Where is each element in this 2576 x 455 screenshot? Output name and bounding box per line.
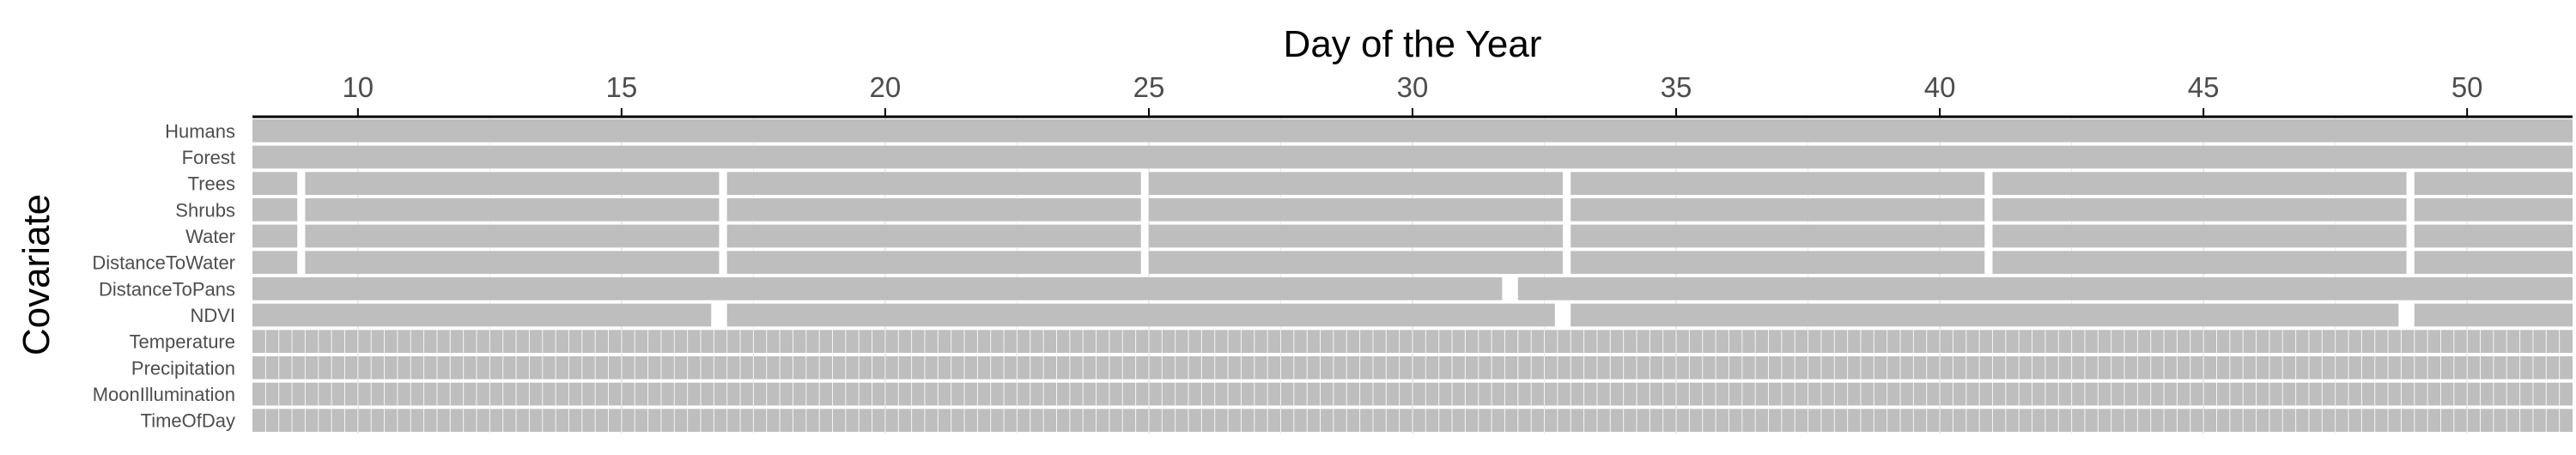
y-axis-title: Covariate — [15, 194, 58, 355]
x-tick-label: 15 — [606, 71, 638, 103]
tile-NDVI — [726, 303, 1555, 327]
tile-DistanceToWater — [2414, 251, 2573, 274]
x-tick-label: 20 — [870, 71, 902, 103]
tile-Shrubs — [1148, 198, 1564, 221]
y-tick-label: Shrubs — [175, 199, 235, 221]
tile-Trees — [1148, 172, 1564, 195]
x-tick-label: 45 — [2188, 71, 2220, 103]
y-tick-label: Trees — [188, 173, 235, 195]
tile-Trees — [252, 172, 298, 195]
y-tick-label: NDVI — [190, 305, 235, 326]
tile-NDVI — [252, 303, 712, 327]
tile-Trees — [2414, 172, 2573, 195]
tile-Water — [305, 224, 720, 248]
x-tick-label: 35 — [1661, 71, 1692, 103]
tile-Shrubs — [726, 198, 1141, 221]
covariate-row-TimeOfDay — [252, 409, 2573, 432]
tile-Water — [2414, 224, 2573, 248]
tile-Forest — [252, 145, 2573, 169]
y-tick-label: DistanceToWater — [92, 252, 235, 274]
x-tick-label: 25 — [1133, 71, 1165, 103]
covariate-row-Precipitation — [252, 356, 2573, 379]
tile-Water — [1571, 224, 1985, 248]
covariate-row-Trees — [252, 172, 2573, 195]
tile-Water — [1992, 224, 2407, 248]
tile-NDVI — [2414, 303, 2573, 327]
covariate-row-Temperature — [252, 330, 2573, 353]
y-tick-label: Forest — [182, 147, 235, 168]
tile-Shrubs — [252, 198, 298, 221]
y-tick-label: Humans — [165, 120, 235, 142]
tile-Trees — [305, 172, 720, 195]
x-tick-label: 40 — [1924, 71, 1956, 103]
tile-DistanceToWater — [726, 251, 1141, 274]
y-tick-label: DistanceToPans — [99, 278, 235, 300]
covariate-row-Water — [252, 224, 2573, 248]
tile-NDVI — [1571, 303, 2399, 327]
tile-Shrubs — [305, 198, 720, 221]
tile-DistanceToWater — [305, 251, 720, 274]
y-tick-label: TimeOfDay — [141, 410, 235, 432]
tile-Trees — [1992, 172, 2407, 195]
tile-Trees — [726, 172, 1141, 195]
tile-Water — [726, 224, 1141, 248]
covariate-row-Shrubs — [252, 198, 2573, 221]
y-tick-label: Temperature — [129, 331, 235, 353]
y-tick-label: Precipitation — [131, 357, 235, 379]
tile-Humans — [252, 119, 2573, 143]
tile-Water — [252, 224, 298, 248]
tile-DistanceToWater — [252, 251, 298, 274]
tile-Trees — [1571, 172, 1985, 195]
y-tick-label: Water — [185, 226, 235, 247]
covariate-row-Humans — [252, 119, 2573, 143]
x-tick-label: 10 — [342, 71, 374, 103]
tile-DistanceToPans — [1517, 277, 2573, 300]
covariate-row-MoonIllumination — [252, 382, 2573, 406]
tile-Shrubs — [2414, 198, 2573, 221]
x-axis-title: Day of the Year — [1284, 23, 1542, 65]
tile-DistanceToWater — [1571, 251, 1985, 274]
y-tick-label: MoonIllumination — [93, 384, 235, 405]
tile-Water — [1148, 224, 1564, 248]
tile-Shrubs — [1571, 198, 1985, 221]
x-tick-label: 30 — [1397, 71, 1429, 103]
covariate-row-DistanceToWater — [252, 251, 2573, 274]
tile-DistanceToWater — [1992, 251, 2407, 274]
x-tick-label: 50 — [2451, 71, 2483, 103]
covariate-row-NDVI — [252, 303, 2573, 327]
tile-DistanceToWater — [1148, 251, 1564, 274]
covariate-row-DistanceToPans — [252, 277, 2573, 300]
tile-Shrubs — [1992, 198, 2407, 221]
covariate-row-Forest — [252, 145, 2573, 169]
tile-DistanceToPans — [252, 277, 1503, 300]
